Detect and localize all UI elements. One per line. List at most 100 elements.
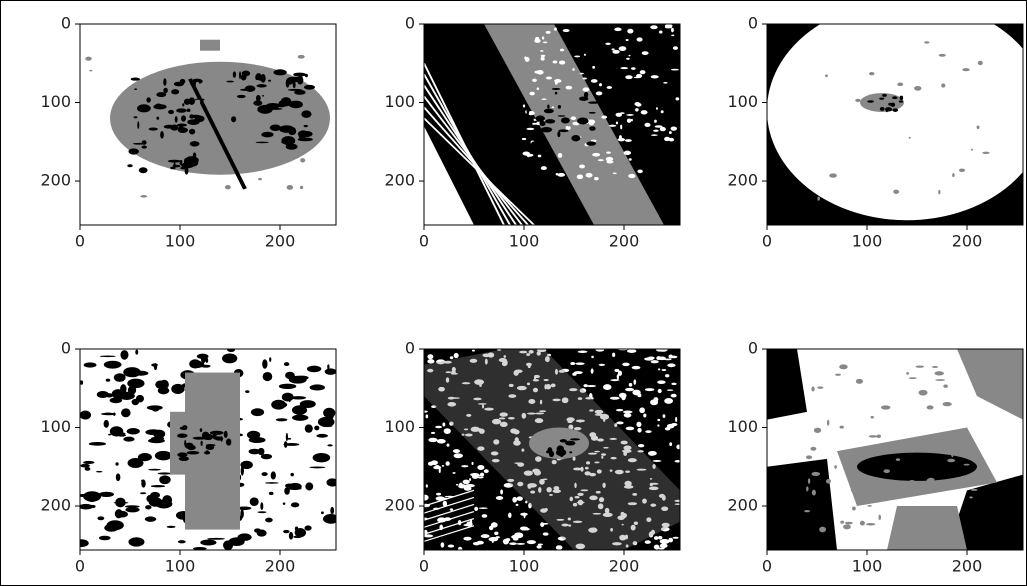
y-tick-label: 200 (40, 171, 71, 190)
image-speck (637, 428, 641, 433)
image-speck (924, 41, 929, 43)
image-speck (561, 117, 570, 123)
image-speck (541, 127, 552, 132)
image-speck (592, 66, 595, 69)
image-speck (135, 350, 138, 355)
image-speck (181, 162, 194, 168)
image-speck (184, 440, 186, 447)
image-speck (657, 419, 660, 421)
image-speck (943, 384, 948, 387)
image-speck (187, 108, 191, 112)
image-speck (814, 428, 821, 433)
image-speck (591, 356, 594, 358)
image-speck (817, 386, 823, 389)
image-speck (658, 368, 660, 370)
image-speck (661, 110, 664, 113)
image-speck (301, 110, 311, 118)
image-speck (148, 438, 165, 443)
image-speck (476, 541, 483, 545)
image-speck (289, 395, 291, 402)
image-speck (970, 481, 976, 485)
image-speck (636, 422, 641, 427)
image-speck (673, 46, 678, 50)
image-speck (616, 121, 618, 124)
image-speck (286, 433, 288, 441)
image-speck (812, 490, 816, 496)
image-speck (141, 480, 145, 488)
image-speck (665, 26, 672, 28)
image-speck (591, 79, 598, 83)
image-speck (656, 107, 658, 110)
image-speck (906, 372, 909, 375)
image-speck (332, 516, 335, 523)
image-speck (943, 402, 952, 406)
image-speck (586, 385, 596, 387)
image-speck (645, 540, 651, 544)
image-speck (298, 55, 305, 59)
image-speck (662, 369, 667, 371)
image-speck (641, 110, 648, 114)
image-speck (330, 507, 334, 514)
image-speck (964, 464, 970, 466)
image-speck (554, 27, 557, 30)
image-speck (304, 525, 311, 530)
image-speck (160, 131, 164, 139)
image-speck (606, 157, 613, 162)
image-speck (149, 127, 158, 130)
image-speck (632, 366, 641, 369)
image-speck (503, 539, 509, 545)
image-speck (888, 103, 892, 106)
image-speck (552, 88, 561, 90)
image-speck (962, 68, 969, 71)
image-speck (637, 37, 643, 41)
image-speck (569, 451, 572, 453)
image-speck (182, 103, 184, 106)
image-speck (834, 465, 837, 469)
y-tick-label: 200 (384, 171, 415, 190)
image-speck (839, 364, 847, 369)
subplot: 01002000100200 (727, 339, 1023, 576)
image-speck (288, 89, 303, 91)
x-tick-label: 0 (762, 232, 772, 251)
image-speck (975, 367, 985, 372)
image-speck (603, 384, 611, 390)
image-speck (145, 429, 161, 435)
image-speck (610, 397, 620, 400)
image-speck (614, 28, 621, 32)
image-speck (892, 108, 898, 112)
image-speck (127, 164, 132, 167)
image-speck (285, 484, 294, 488)
image-speck (651, 360, 659, 363)
y-tick-label: 100 (727, 92, 758, 111)
image-speck (644, 123, 650, 127)
image-speck (291, 396, 307, 399)
image-content (767, 0, 1027, 225)
image-speck (141, 146, 146, 149)
image-speck (444, 428, 451, 434)
image-speck (572, 373, 576, 376)
image-speck (428, 462, 434, 466)
image-speck (577, 174, 583, 179)
image-speck (860, 521, 865, 526)
image-speck (566, 86, 573, 90)
image-speck (128, 458, 144, 468)
image-speck (552, 106, 555, 108)
image-speck (300, 400, 316, 408)
image-speck (286, 116, 293, 120)
image-speck (565, 441, 576, 446)
image-speck (645, 388, 655, 391)
image-speck (137, 104, 151, 112)
image-speck (538, 544, 543, 546)
image-speck (636, 74, 642, 78)
image-speck (658, 536, 663, 540)
image-speck (909, 480, 915, 484)
image-speck (261, 454, 272, 459)
image-speck (177, 434, 187, 438)
image-speck (640, 70, 646, 74)
y-tick-label: 100 (727, 417, 758, 436)
image-speck (555, 92, 557, 95)
image-speck (245, 85, 256, 91)
image-speck (825, 74, 828, 77)
image-region (767, 459, 837, 550)
image-speck (654, 536, 659, 540)
